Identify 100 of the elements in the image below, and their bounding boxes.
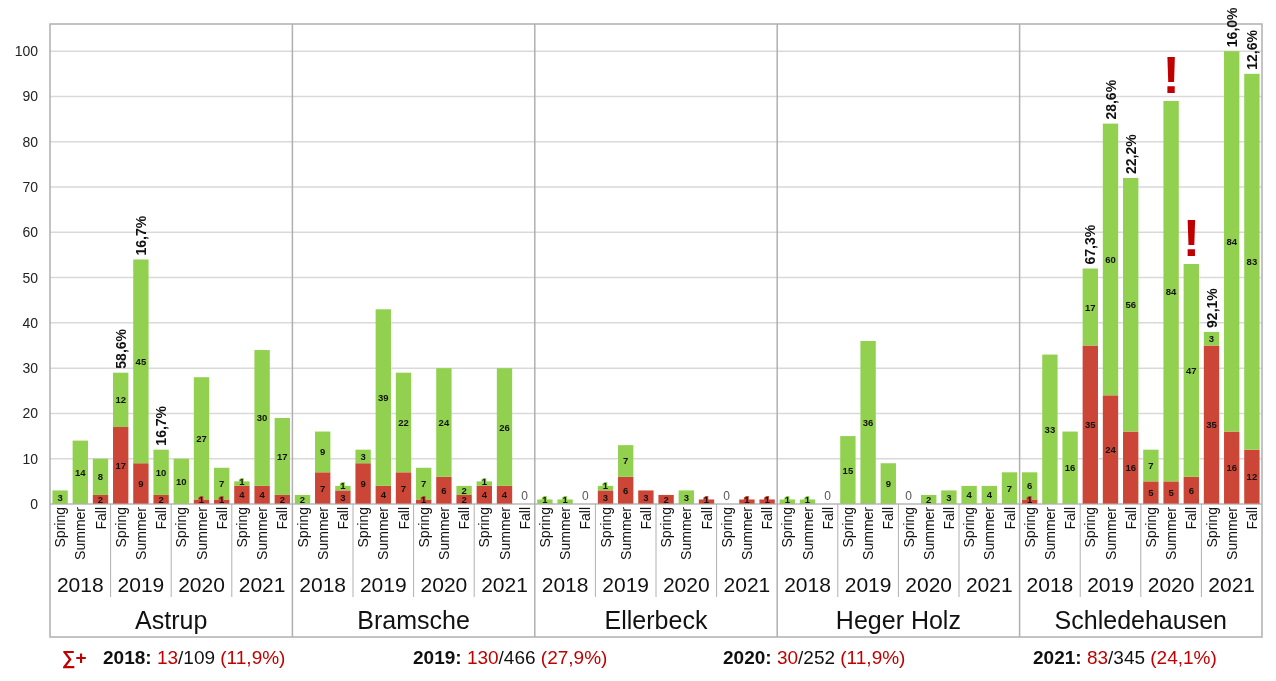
x-tick-label: Summer [920, 506, 937, 560]
x-tick-label: Spring [294, 507, 311, 548]
annotation: 58,6% [112, 328, 129, 369]
data-label: 4 [966, 489, 973, 501]
data-label: 2 [97, 493, 104, 505]
data-label: 3 [57, 491, 63, 503]
x-tick-label: Summer [193, 506, 210, 560]
data-label: 9 [138, 478, 144, 490]
annotation: 16,7% [132, 215, 149, 256]
annotation: 67,3% [1082, 224, 1099, 265]
x-tick-label: Summer [496, 506, 513, 560]
data-label: 0 [723, 489, 731, 503]
bar [1102, 123, 1119, 396]
data-label: 7 [623, 455, 629, 467]
data-label: 6 [623, 484, 629, 496]
text: 2018 [1026, 573, 1074, 596]
data-label: 83 [1246, 256, 1258, 268]
data-label: 4 [380, 489, 387, 501]
x-tick-label: Spring [415, 507, 432, 548]
data-label: 7 [1148, 460, 1154, 472]
data-label: 2 [461, 484, 467, 496]
data-label: 17 [115, 460, 126, 472]
text: 2021 [1208, 573, 1256, 596]
data-label: 84 [1226, 235, 1238, 247]
data-label: 45 [135, 355, 147, 367]
annotation: 22,2% [1122, 133, 1139, 174]
data-label: 7 [320, 482, 326, 494]
y-tick-label: 100 [14, 43, 39, 60]
x-tick-label: Fall [819, 507, 836, 530]
x-tick-label: Spring [52, 507, 69, 548]
data-label: 1 [804, 494, 811, 505]
y-tick-label: 20 [22, 405, 39, 422]
x-tick-label: Fall [153, 507, 170, 530]
data-label: 1 [562, 494, 569, 505]
x-tick-label: Summer [678, 506, 695, 560]
text: 2020 [178, 573, 225, 596]
data-label: 3 [643, 491, 649, 503]
bar [1062, 431, 1078, 504]
bar [840, 436, 856, 504]
data-label: 2 [663, 493, 669, 505]
y-tick-label: 70 [22, 179, 39, 196]
data-label: 0 [905, 489, 913, 503]
data-label: 16 [1125, 462, 1136, 474]
data-label: 12 [1246, 471, 1258, 483]
x-tick-label: Fall [274, 507, 291, 530]
x-tick-label: Summer [72, 506, 89, 560]
data-label: 7 [1006, 482, 1013, 494]
x-tick-label: Summer [738, 506, 755, 560]
x-tick-label: Summer [1102, 506, 1119, 560]
text: 2019 [844, 573, 892, 596]
data-label: 17 [277, 450, 288, 462]
data-label: 3 [683, 491, 689, 503]
data-label: 1 [1027, 494, 1034, 505]
bar [1163, 100, 1179, 482]
bar [1082, 345, 1098, 504]
data-label: 3 [1208, 333, 1215, 345]
bar [1244, 449, 1260, 504]
data-label: 1 [602, 480, 609, 492]
x-tick-label: Fall [1122, 507, 1139, 530]
x-tick-label: Fall [1183, 507, 1200, 530]
data-label: 1 [198, 494, 205, 505]
data-label: 16 [1064, 462, 1076, 474]
data-label: 1 [239, 475, 246, 487]
text: Astrup [135, 606, 208, 634]
data-label: 2 [461, 493, 467, 505]
data-label: 5 [1168, 487, 1175, 499]
text: 2018: 13/109 (11,9%) [103, 647, 286, 668]
annotation: 12,6% [1243, 29, 1260, 70]
text: 2021 [965, 573, 1013, 596]
x-tick-label: Fall [334, 507, 351, 530]
data-label: 39 [378, 392, 389, 404]
x-tick-label: Fall [698, 507, 715, 530]
bar [1143, 449, 1159, 482]
data-label: 5 [1148, 487, 1155, 499]
bar [1224, 51, 1240, 432]
x-tick-label: Spring [658, 507, 675, 548]
bar [395, 372, 412, 473]
x-tick-label: Summer [617, 506, 634, 560]
data-label: 1 [421, 494, 428, 505]
data-label: 2 [299, 493, 306, 505]
data-label: 35 [1085, 419, 1097, 431]
x-tick-label: Fall [637, 507, 654, 530]
data-label: 47 [1186, 364, 1197, 376]
data-label: 4 [481, 489, 488, 501]
x-tick-label: Spring [839, 507, 856, 548]
text: Heger Holz [835, 606, 961, 634]
annotation: 92,1% [1203, 287, 1220, 328]
data-label: 36 [862, 416, 874, 428]
x-tick-label: Summer [1163, 506, 1180, 560]
bar [254, 350, 270, 486]
x-tick-label: Spring [112, 507, 129, 548]
x-tick-label: Fall [456, 507, 473, 530]
data-label: 0 [521, 489, 529, 503]
text: 2021: 83/345 (24,1%) [1033, 647, 1217, 668]
bar [436, 368, 452, 477]
data-label: 12 [115, 394, 126, 406]
data-label: 2 [158, 493, 164, 505]
data-label: 9 [885, 478, 891, 490]
data-label: 9 [360, 478, 366, 490]
bar [1203, 345, 1220, 504]
